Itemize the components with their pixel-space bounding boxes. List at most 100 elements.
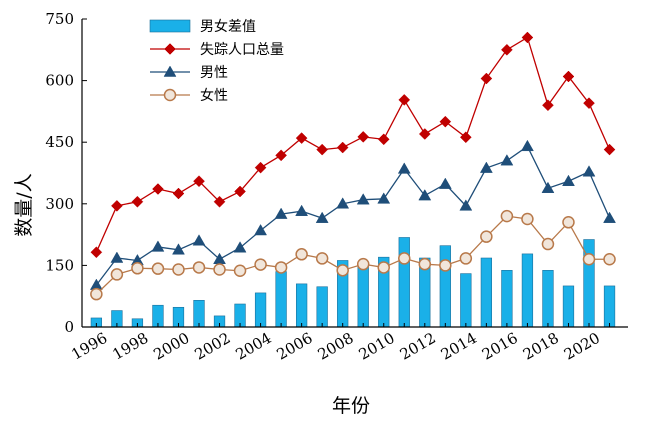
point (193, 175, 205, 188)
x-tick-label: 2008 (315, 329, 357, 364)
bar (603, 285, 616, 328)
point (233, 241, 247, 253)
point (111, 199, 123, 212)
bar (480, 257, 493, 328)
point (356, 193, 370, 205)
point (603, 143, 616, 156)
x-tick-label: 2004 (233, 329, 275, 364)
bars-layer (90, 237, 616, 328)
y-tick-label: 150 (45, 256, 74, 274)
point (295, 204, 309, 216)
legend-label: 失踪人口总量 (200, 42, 284, 58)
point (274, 261, 288, 274)
point (213, 263, 226, 276)
point (233, 264, 247, 277)
y-tick-label: 300 (45, 195, 74, 213)
legend-marker (163, 88, 177, 102)
point (110, 251, 124, 263)
point (501, 43, 513, 56)
point (582, 165, 596, 177)
bar (501, 270, 513, 328)
point (151, 240, 165, 252)
y-tick-label: 450 (45, 133, 74, 151)
point (213, 195, 226, 208)
x-tick-label: 2020 (561, 329, 603, 364)
y-tick-label: 750 (45, 10, 74, 28)
point (377, 192, 391, 204)
point (274, 207, 288, 219)
point (562, 216, 575, 229)
bar (439, 245, 451, 328)
point (603, 252, 616, 266)
bar (316, 286, 328, 328)
point (234, 185, 246, 198)
point (520, 139, 534, 152)
bar (254, 292, 267, 328)
point (562, 70, 575, 83)
point (521, 212, 534, 226)
point (295, 132, 308, 144)
point (439, 115, 452, 128)
bar (357, 261, 369, 328)
point (582, 252, 596, 266)
point (254, 223, 268, 236)
point (500, 209, 514, 223)
bar (398, 237, 410, 328)
x-tick-label: 1998 (109, 329, 151, 364)
point (439, 259, 452, 272)
x-tick-label: 2016 (479, 329, 521, 364)
legend-marker (163, 65, 177, 77)
point (438, 177, 452, 189)
x-tick-label: 2002 (191, 329, 233, 364)
bar (275, 271, 287, 328)
point (541, 181, 555, 193)
point (459, 199, 473, 211)
point (275, 149, 287, 162)
point (192, 261, 206, 274)
point (398, 94, 411, 106)
point (254, 258, 267, 271)
point (418, 189, 432, 201)
bar (562, 285, 575, 328)
point (398, 252, 411, 265)
bar (295, 283, 308, 328)
point (316, 143, 329, 156)
point (603, 211, 616, 223)
point (172, 187, 185, 200)
legend-label: 女性 (200, 87, 228, 104)
legend-label: 男女差值 (200, 18, 256, 35)
point (357, 131, 370, 143)
point (480, 72, 493, 85)
point (336, 141, 349, 154)
point (336, 197, 350, 209)
y-axis-title: 数量/人 (13, 173, 35, 236)
point (479, 161, 493, 173)
point (459, 131, 472, 144)
point (90, 287, 103, 301)
point (172, 263, 185, 276)
point (480, 230, 493, 243)
point (90, 246, 103, 259)
legend-marker (164, 43, 176, 55)
bar (460, 273, 472, 328)
x-tick-label: 2014 (438, 329, 480, 364)
legend-label: 男性 (200, 65, 228, 81)
point (583, 97, 595, 110)
point (521, 31, 534, 44)
point (315, 252, 329, 265)
x-tick-label: 2000 (150, 329, 192, 364)
point (336, 264, 349, 277)
x-tick-label: 2018 (520, 329, 562, 364)
point (254, 161, 267, 174)
point (110, 268, 124, 281)
bar (193, 300, 205, 328)
x-tick-label: 2010 (356, 329, 398, 364)
point (315, 211, 329, 223)
point (356, 257, 370, 271)
point (418, 128, 431, 140)
point (418, 257, 432, 271)
point (562, 174, 575, 186)
point (500, 154, 514, 166)
point (172, 243, 185, 255)
